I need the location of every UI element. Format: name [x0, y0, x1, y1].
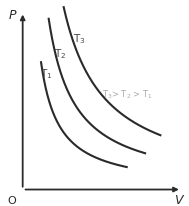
Text: T$_1$: T$_1$: [40, 67, 53, 81]
Text: T$_3$> T$_2$ > T$_1$: T$_3$> T$_2$ > T$_1$: [102, 89, 153, 101]
Text: T$_3$: T$_3$: [73, 32, 86, 46]
Text: O: O: [8, 196, 16, 206]
Text: T$_2$: T$_2$: [54, 47, 66, 61]
Text: V: V: [174, 194, 183, 206]
Text: P: P: [8, 9, 16, 22]
